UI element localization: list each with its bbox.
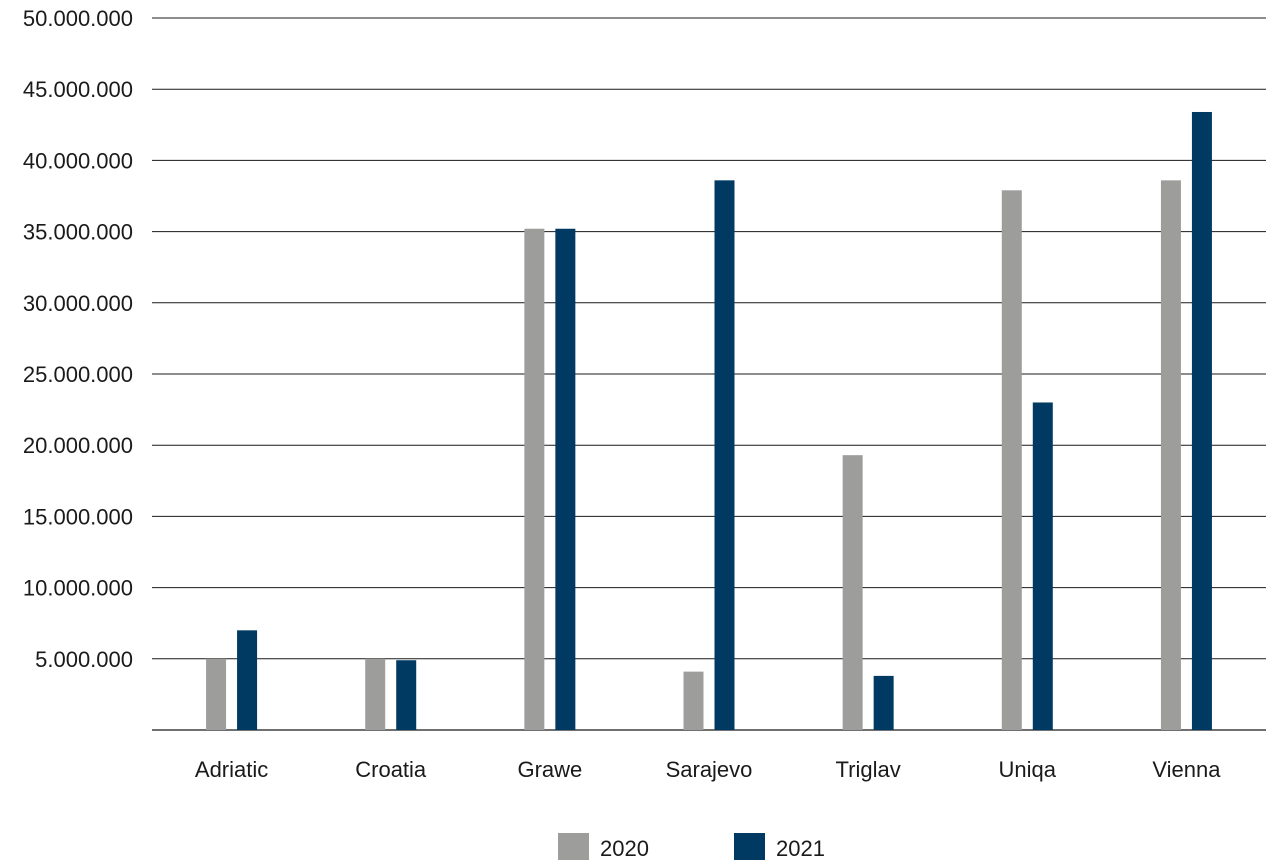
bar-2021-grawe: [555, 228, 576, 730]
x-tick-label: Grawe: [517, 757, 582, 782]
legend-item-2021: 2021: [734, 833, 825, 861]
bar-2020-grawe: [524, 228, 545, 730]
bar-2020-uniqa: [1001, 190, 1022, 730]
y-tick-label: 25.000.000: [23, 362, 133, 387]
y-tick-label: 45.000.000: [23, 77, 133, 102]
x-tick-label: Uniqa: [999, 757, 1057, 782]
bar-2021-triglav: [873, 675, 894, 730]
gridlines: [152, 17, 1266, 731]
x-tick-label: Adriatic: [195, 757, 268, 782]
legend-item-2020: 2020: [558, 833, 649, 861]
bar-2020-triglav: [842, 455, 863, 730]
x-tick-label: Triglav: [836, 757, 901, 782]
bar-2021-uniqa: [1032, 402, 1053, 730]
bar-2021-sarajevo: [714, 180, 735, 730]
legend-label: 2020: [600, 836, 649, 861]
bars: [206, 111, 1212, 730]
y-axis-tick-labels: 5.000.000 10.000.000 15.000.000 20.000.000 2…: [23, 6, 133, 672]
legend-swatch: [558, 833, 589, 860]
y-tick-label: 35.000.000: [23, 220, 133, 245]
y-tick-label: 15.000.000: [23, 504, 133, 529]
legend-swatch: [734, 833, 765, 860]
x-axis-category-labels: Adriatic Croatia Grawe Sarajevo Triglav Uniqa…: [195, 757, 1221, 782]
bar-2021-vienna: [1191, 111, 1212, 730]
bar-2020-vienna: [1160, 180, 1181, 730]
bar-2021-croatia: [396, 660, 417, 730]
x-tick-label: Croatia: [355, 757, 427, 782]
y-tick-label: 50.000.000: [23, 6, 133, 31]
y-tick-label: 5.000.000: [35, 647, 133, 672]
bar-2020-sarajevo: [683, 671, 704, 730]
y-tick-label: 30.000.000: [23, 291, 133, 316]
legend-label: 2021: [776, 836, 825, 861]
y-tick-label: 10.000.000: [23, 576, 133, 601]
x-tick-label: Sarajevo: [666, 757, 753, 782]
bar-2020-adriatic: [206, 658, 227, 730]
x-tick-label: Vienna: [1152, 757, 1221, 782]
legend: 2020 2021: [558, 833, 825, 861]
bar-2020-croatia: [365, 658, 386, 730]
y-tick-label: 20.000.000: [23, 433, 133, 458]
bar-2021-adriatic: [237, 630, 258, 730]
y-tick-label: 40.000.000: [23, 148, 133, 173]
